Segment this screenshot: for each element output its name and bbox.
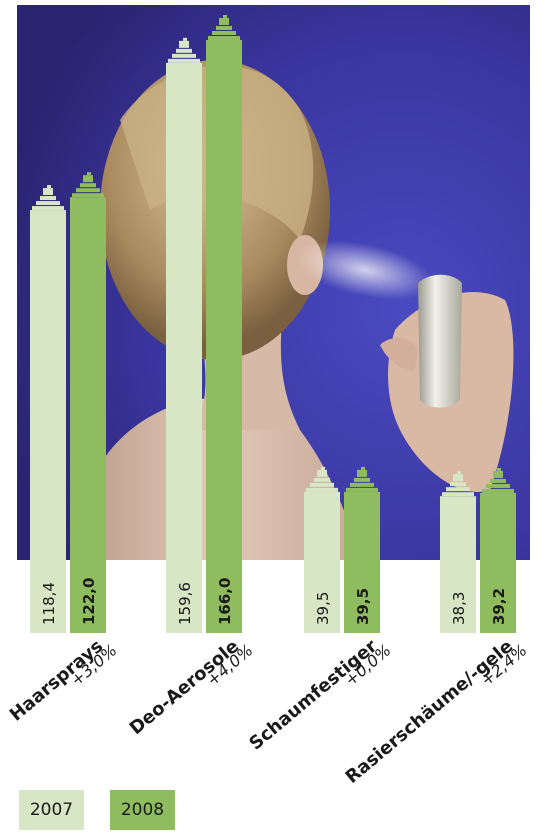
bar-2007-2 [166, 37, 202, 633]
value-label: 39,2 [490, 588, 508, 625]
category-label: Deo-Aerosole [126, 636, 244, 739]
bar-2007-4 [440, 471, 476, 633]
bar-2008-4 [480, 467, 516, 633]
bar-2007-1 [30, 185, 66, 634]
bar-2008-3 [344, 466, 380, 633]
value-label: 166,0 [216, 578, 234, 625]
legend-item-2007: 2007 [19, 790, 84, 830]
value-label: 39,5 [314, 592, 332, 625]
category-label: Schaumfestiger [245, 636, 381, 755]
category-label: Haarsprays [6, 636, 107, 726]
legend-item-2008: 2008 [110, 790, 175, 830]
value-label: 122,0 [80, 578, 98, 625]
bar-2008-1 [70, 172, 106, 633]
legend-label-2008: 2008 [120, 800, 165, 820]
bars-layer: 118,4 122,0 159,6 166,0 39,5 39,5 38,3 39,2 [30, 15, 516, 634]
value-label: 38,3 [450, 592, 468, 625]
value-label: 159,6 [176, 582, 194, 625]
bar-2008-2 [206, 15, 242, 633]
value-label: 118,4 [40, 582, 58, 625]
legend-label-2007: 2007 [29, 800, 74, 820]
bar-2007-3 [304, 466, 340, 633]
value-label: 39,5 [354, 588, 372, 625]
category-labels-layer: Haarsprays+3,0% Deo-Aerosole+4,0%Schaumfe… [6, 636, 531, 788]
